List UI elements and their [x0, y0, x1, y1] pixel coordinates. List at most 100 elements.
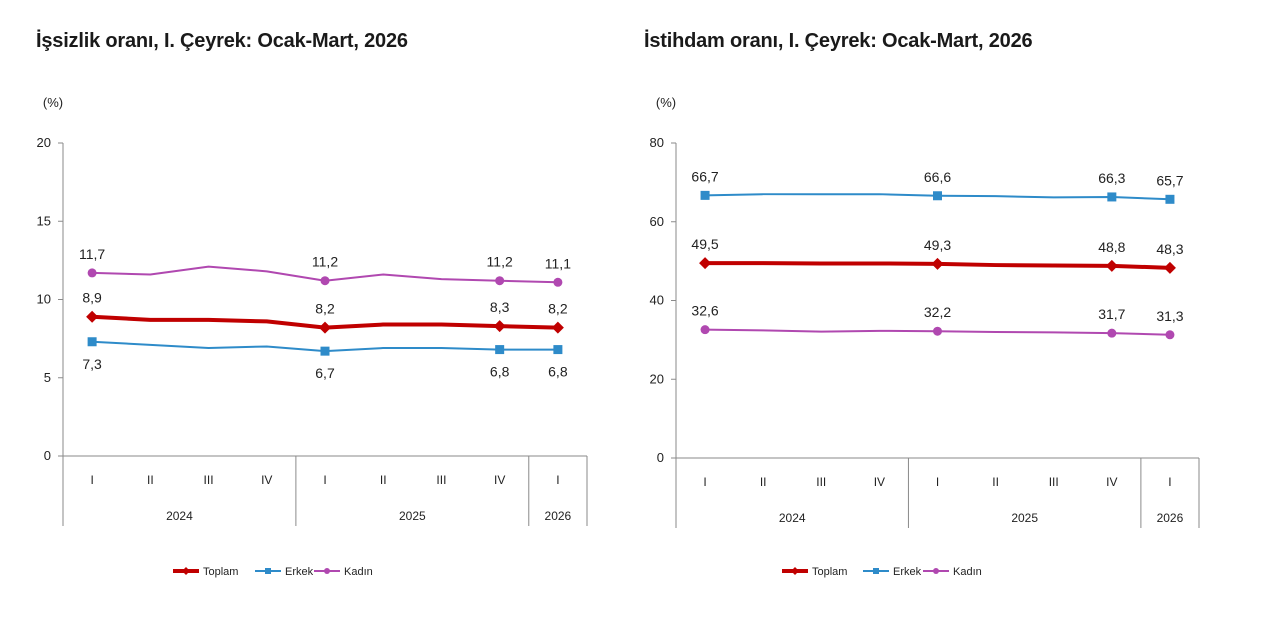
data-point-kadin — [700, 325, 710, 335]
y-tick-label: 20 — [37, 135, 51, 150]
legend-label-kadin: Kadın — [344, 566, 373, 578]
data-point-toplam — [931, 257, 944, 270]
data-point-kadin — [933, 326, 942, 336]
year-label: 2026 — [545, 509, 572, 523]
data-label-erkek: 7,3 — [82, 356, 102, 372]
employment-chart-title: İstihdam oranı, I. Çeyrek: Ocak-Mart, 20… — [644, 30, 1033, 52]
data-point-erkek — [553, 345, 563, 355]
data-label-toplam: 8,3 — [490, 299, 510, 315]
data-label-erkek: 65,7 — [1156, 172, 1183, 188]
x-tick-label: I — [703, 475, 706, 489]
legend-label-erkek: Erkek — [893, 566, 922, 578]
data-label-kadin: 11,7 — [79, 246, 105, 262]
x-tick-label: I — [1168, 475, 1171, 489]
data-point-kadin — [87, 268, 97, 278]
x-tick-label: I — [556, 473, 559, 487]
data-point-erkek — [1107, 192, 1117, 202]
x-tick-label: II — [380, 473, 387, 487]
y-tick-label: 15 — [37, 213, 51, 228]
x-tick-label: I — [90, 473, 93, 487]
data-point-toplam — [551, 321, 564, 334]
y-tick-label: 80 — [650, 135, 664, 150]
data-label-erkek: 6,8 — [490, 364, 510, 380]
data-label-toplam: 49,3 — [924, 237, 951, 253]
x-tick-label: III — [436, 473, 446, 487]
data-point-kadin — [1165, 330, 1175, 340]
y-tick-label: 0 — [44, 448, 51, 463]
data-point-erkek — [700, 190, 710, 200]
data-label-kadin: 31,3 — [1156, 308, 1183, 324]
unemployment-chart-panel: İşsizlik oranı, I. Çeyrek: Ocak-Mart, 20… — [0, 0, 630, 640]
data-point-kadin — [320, 276, 330, 286]
x-tick-label: III — [816, 475, 826, 489]
x-tick-label: I — [323, 473, 326, 487]
data-label-toplam: 8,2 — [548, 301, 568, 317]
year-label: 2025 — [1011, 511, 1038, 525]
data-label-toplam: 48,3 — [1156, 241, 1183, 257]
y-tick-label: 0 — [657, 450, 664, 465]
x-tick-label: III — [204, 473, 214, 487]
data-label-kadin: 11,2 — [312, 254, 338, 270]
unemployment-chart-title: İşsizlik oranı, I. Çeyrek: Ocak-Mart, 20… — [36, 30, 408, 52]
x-tick-label: IV — [261, 473, 272, 487]
data-label-erkek: 66,7 — [691, 168, 718, 184]
x-tick-label: II — [147, 473, 154, 487]
data-point-erkek — [87, 337, 97, 347]
employment-chart-panel: İstihdam oranı, I. Çeyrek: Ocak-Mart, 20… — [640, 0, 1270, 640]
data-point-kadin — [1107, 328, 1117, 338]
data-label-toplam: 8,2 — [315, 301, 335, 317]
year-label: 2026 — [1157, 511, 1184, 525]
data-point-erkek — [933, 191, 942, 201]
data-point-erkek — [320, 346, 330, 356]
legend-marker-kadin — [324, 568, 330, 574]
data-point-toplam — [1163, 261, 1176, 274]
data-point-toplam — [86, 310, 99, 323]
y-axis-unit-label: (%) — [43, 95, 63, 110]
y-tick-label: 5 — [44, 370, 51, 385]
data-point-toplam — [1105, 259, 1118, 272]
data-point-kadin — [495, 276, 505, 286]
data-label-toplam: 49,5 — [691, 236, 718, 252]
legend-marker-toplam — [182, 567, 190, 575]
data-label-toplam: 48,8 — [1098, 239, 1125, 255]
legend-label-kadin: Kadın — [953, 566, 982, 578]
x-tick-label: IV — [874, 475, 885, 489]
data-label-kadin: 31,7 — [1098, 306, 1125, 322]
legend-label-toplam: Toplam — [812, 566, 847, 578]
year-label: 2024 — [166, 509, 193, 523]
year-label: 2024 — [779, 511, 806, 525]
y-tick-label: 10 — [37, 292, 51, 307]
data-point-toplam — [319, 321, 331, 334]
legend-marker-erkek — [265, 568, 271, 574]
data-label-erkek: 66,3 — [1098, 170, 1125, 186]
data-point-erkek — [495, 345, 505, 355]
data-label-kadin: 11,2 — [487, 254, 513, 270]
y-tick-label: 40 — [650, 293, 664, 308]
data-label-erkek: 6,8 — [548, 364, 568, 380]
x-tick-label: I — [936, 475, 939, 489]
legend-marker-kadin — [933, 568, 939, 574]
y-tick-label: 20 — [650, 371, 664, 386]
data-label-kadin: 11,1 — [545, 255, 571, 271]
x-tick-label: IV — [494, 473, 505, 487]
data-point-kadin — [553, 277, 563, 287]
legend-marker-erkek — [873, 568, 879, 574]
legend-label-erkek: Erkek — [285, 566, 314, 578]
data-point-toplam — [493, 320, 506, 333]
legend-marker-toplam — [791, 567, 799, 575]
data-label-toplam: 8,9 — [82, 290, 102, 306]
y-tick-label: 60 — [650, 214, 664, 229]
year-label: 2025 — [399, 509, 426, 523]
data-label-kadin: 32,6 — [691, 303, 718, 319]
data-label-kadin: 32,2 — [924, 304, 951, 320]
data-label-erkek: 66,6 — [924, 169, 951, 185]
legend-label-toplam: Toplam — [203, 566, 238, 578]
x-tick-label: III — [1049, 475, 1059, 489]
x-tick-label: II — [760, 475, 767, 489]
data-point-toplam — [699, 257, 712, 270]
data-point-erkek — [1165, 194, 1175, 204]
data-label-erkek: 6,7 — [315, 365, 335, 381]
x-tick-label: II — [992, 475, 999, 489]
